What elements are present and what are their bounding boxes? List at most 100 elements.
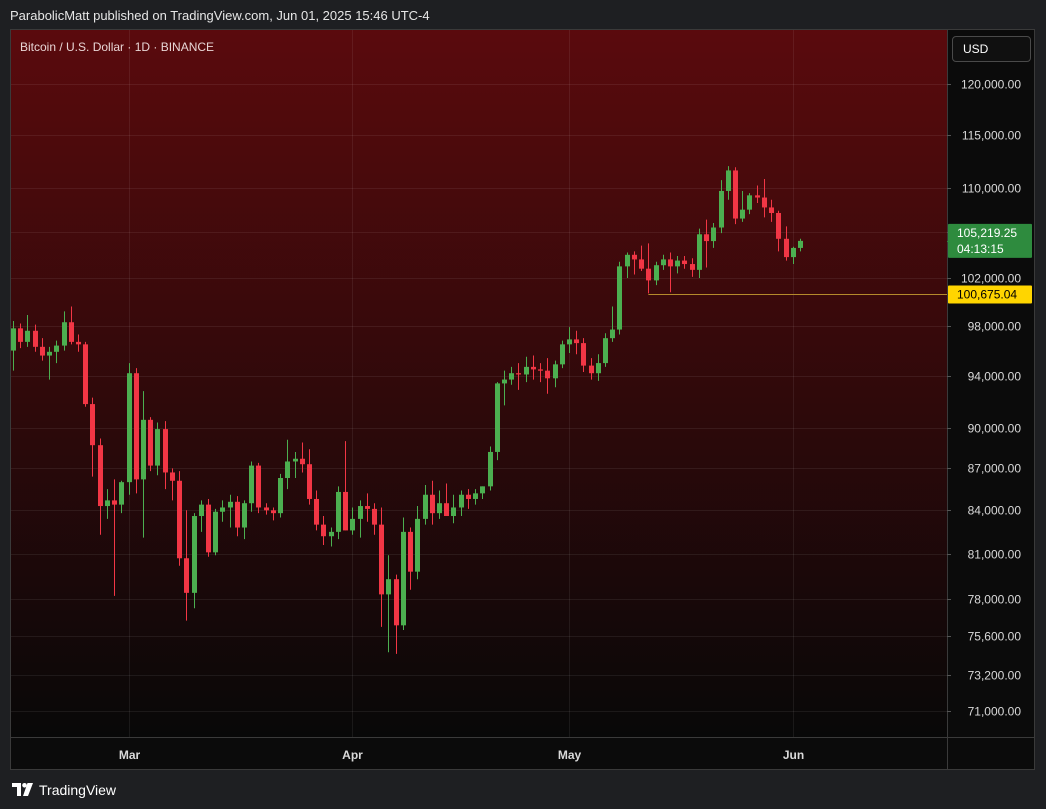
candle[interactable] xyxy=(285,439,290,490)
candle[interactable] xyxy=(574,330,579,355)
candle[interactable] xyxy=(488,446,493,491)
candle[interactable] xyxy=(603,333,608,367)
candle[interactable] xyxy=(697,228,702,279)
candles[interactable] xyxy=(11,166,803,654)
candle[interactable] xyxy=(386,555,391,653)
candle[interactable] xyxy=(163,421,168,490)
candle[interactable] xyxy=(531,355,536,380)
candle[interactable] xyxy=(76,334,81,352)
candle[interactable] xyxy=(127,363,132,495)
candle[interactable] xyxy=(379,507,384,627)
candle[interactable] xyxy=(639,245,644,272)
candle[interactable] xyxy=(264,503,269,515)
candle[interactable] xyxy=(617,261,622,335)
footer-brand[interactable]: TradingView xyxy=(12,781,116,799)
price-chart[interactable]: 120,000.00115,000.00110,000.00106,000.00… xyxy=(11,30,1034,769)
candle[interactable] xyxy=(372,503,377,535)
candle[interactable] xyxy=(90,397,95,477)
candle[interactable] xyxy=(560,340,565,369)
candle[interactable] xyxy=(177,471,182,566)
candle[interactable] xyxy=(358,500,363,538)
candle[interactable] xyxy=(62,311,67,351)
candle[interactable] xyxy=(278,473,283,518)
candle[interactable] xyxy=(538,363,543,383)
candle[interactable] xyxy=(105,489,110,519)
candle[interactable] xyxy=(740,190,745,222)
candle[interactable] xyxy=(733,167,738,225)
candle[interactable] xyxy=(329,527,334,547)
candle[interactable] xyxy=(661,254,666,270)
candle[interactable] xyxy=(668,252,673,293)
symbol-title[interactable]: Bitcoin / U.S. Dollar · 1D · BINANCE xyxy=(20,40,215,54)
candle[interactable] xyxy=(798,238,803,252)
candle[interactable] xyxy=(784,226,789,261)
candle[interactable] xyxy=(502,370,507,406)
candle[interactable] xyxy=(567,327,572,354)
candle[interactable] xyxy=(545,358,550,394)
candle[interactable] xyxy=(509,366,514,385)
candle[interactable] xyxy=(228,494,233,528)
candle[interactable] xyxy=(220,500,225,522)
candle[interactable] xyxy=(632,251,637,275)
candle[interactable] xyxy=(119,480,124,514)
candle[interactable] xyxy=(321,516,326,545)
candle[interactable] xyxy=(516,363,521,390)
candle[interactable] xyxy=(83,341,88,407)
candle[interactable] xyxy=(553,360,558,388)
candle[interactable] xyxy=(47,346,52,380)
candle[interactable] xyxy=(654,261,659,286)
candle[interactable] xyxy=(444,483,449,517)
candle[interactable] xyxy=(213,508,218,556)
candle[interactable] xyxy=(33,324,38,352)
candle[interactable] xyxy=(271,507,276,521)
candle[interactable] xyxy=(394,574,399,654)
candle[interactable] xyxy=(199,500,204,532)
candle[interactable] xyxy=(430,480,435,525)
chart-panel[interactable]: 120,000.00115,000.00110,000.00106,000.00… xyxy=(10,29,1035,770)
candle[interactable] xyxy=(69,306,74,345)
candle[interactable] xyxy=(610,306,615,342)
candle[interactable] xyxy=(170,468,175,501)
candle[interactable] xyxy=(437,490,442,519)
candle[interactable] xyxy=(596,354,601,381)
candle[interactable] xyxy=(423,484,428,525)
candle[interactable] xyxy=(524,356,529,383)
candle[interactable] xyxy=(155,422,160,476)
candle[interactable] xyxy=(54,340,59,364)
candle[interactable] xyxy=(307,449,312,505)
candle[interactable] xyxy=(401,517,406,631)
candle[interactable] xyxy=(134,368,139,494)
candle[interactable] xyxy=(184,510,189,621)
candle[interactable] xyxy=(300,442,305,473)
candle[interactable] xyxy=(719,180,724,234)
candle[interactable] xyxy=(192,513,197,609)
candle[interactable] xyxy=(711,223,716,248)
candle[interactable] xyxy=(18,323,23,349)
candle[interactable] xyxy=(589,358,594,380)
currency-button[interactable]: USD xyxy=(952,36,1031,62)
candle[interactable] xyxy=(242,500,247,540)
candle[interactable] xyxy=(256,462,261,514)
candle[interactable] xyxy=(747,193,752,215)
candle[interactable] xyxy=(451,494,456,524)
candle[interactable] xyxy=(11,321,16,371)
candle[interactable] xyxy=(473,489,478,505)
candle[interactable] xyxy=(480,486,485,499)
candle[interactable] xyxy=(293,451,298,478)
candle[interactable] xyxy=(314,490,319,531)
candle[interactable] xyxy=(791,246,796,265)
candle[interactable] xyxy=(249,461,254,512)
candle[interactable] xyxy=(235,496,240,537)
candle[interactable] xyxy=(98,438,103,535)
candle[interactable] xyxy=(495,382,500,461)
candle[interactable] xyxy=(625,252,630,279)
candle[interactable] xyxy=(112,479,117,596)
candle[interactable] xyxy=(459,490,464,517)
candle[interactable] xyxy=(25,314,30,347)
candle[interactable] xyxy=(141,391,146,538)
candle[interactable] xyxy=(343,441,348,531)
candle[interactable] xyxy=(581,338,586,372)
candle[interactable] xyxy=(646,243,651,294)
candle[interactable] xyxy=(148,417,153,472)
candle[interactable] xyxy=(336,486,341,540)
